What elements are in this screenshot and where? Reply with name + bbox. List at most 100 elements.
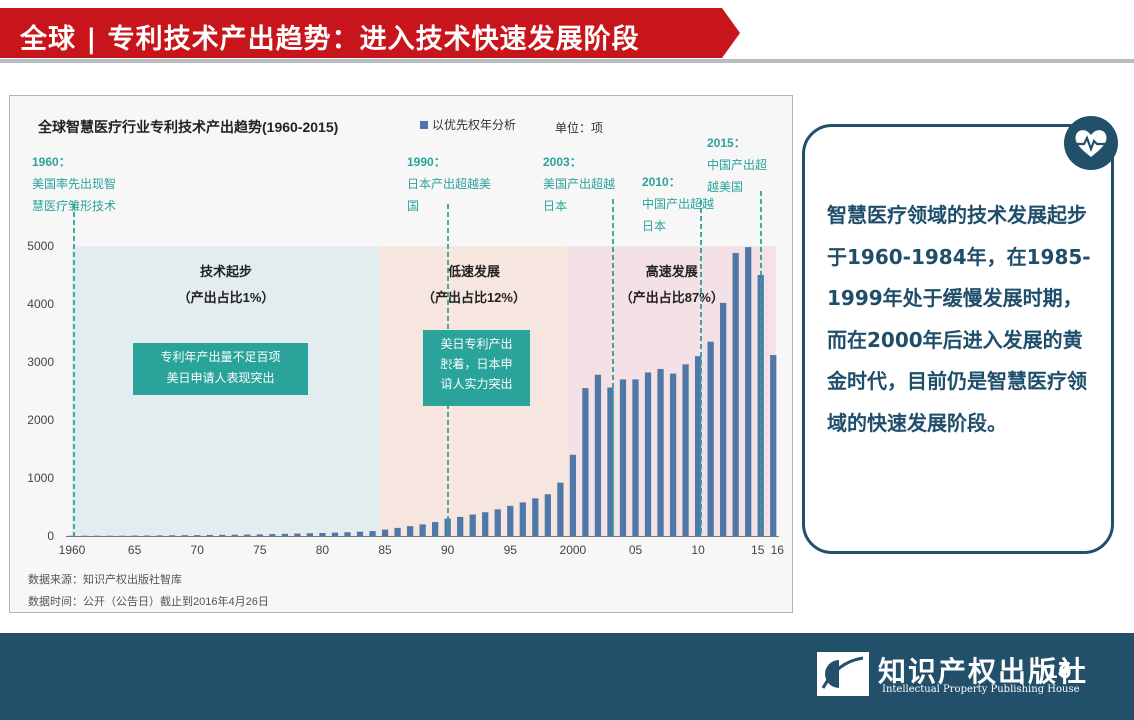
bar-1973 [231,534,238,536]
source-note: 数据来源：知识产权出版社智库 [28,572,182,586]
bar-1989 [432,522,439,536]
bar-1985 [381,529,389,536]
x-tick-label: 80 [316,543,330,557]
bar-2004 [619,379,627,536]
title-underline [0,59,1134,63]
bar-2006 [644,372,652,536]
milestone-year: 1990： [407,155,446,169]
bar-1997 [532,498,539,536]
milestone-text: 中国产出超越 [642,196,714,211]
y-tick-label: 5000 [27,239,54,253]
legend-swatch [420,121,428,129]
bar-2002 [594,374,602,536]
x-tick-label: 16 [771,543,785,557]
x-tick-label: 10 [691,543,705,557]
publisher-name-en: Intellectual Property Publishing House [882,684,1080,695]
bar-2007 [657,368,664,536]
bar-1979 [306,533,314,536]
milestone-year: 1960： [32,155,71,169]
legend-label: 以优先权年分析 [432,118,516,132]
x-tick-label: 70 [191,543,205,557]
bar-1991 [457,516,464,536]
info-box-text: 请人实力突出 [440,376,512,391]
stage-name: 技术起步 [200,264,252,279]
bar-1972 [219,534,226,536]
bar-2010 [694,356,702,536]
page-number: 10 [1045,661,1072,683]
info-box-text: 专利年产出量不足百项 [160,349,280,364]
x-tick-label: 75 [253,543,267,557]
bar-1995 [507,505,514,536]
bar-1967 [156,535,163,536]
bar-2000 [569,454,577,536]
milestone-text: 日本 [543,199,567,213]
bar-1994 [494,509,501,536]
summary-text: 智慧医疗领域的技术发展起步于1960-1984年，在1985-1999年处于缓慢… [827,203,1091,435]
bar-1987 [406,526,414,536]
page-title: 全球 | 专利技术产出趋势：进入技术快速发展阶段 [20,24,640,55]
bar-2008 [669,373,677,536]
bar-1998 [544,494,551,536]
bar-1993 [482,512,489,536]
bar-1975 [256,534,263,536]
x-tick-label: 95 [504,543,518,557]
bar-2005 [632,379,639,536]
bar-1992 [469,514,476,536]
y-tick-label: 3000 [27,355,54,369]
bar-1971 [206,534,213,536]
bar-1976 [269,534,276,536]
milestone-text: 美国率先出现智 [32,176,116,191]
bar-2015 [757,275,764,536]
bar-2012 [720,302,727,536]
bar-2013 [732,252,739,536]
milestone-year: 2003： [543,155,582,169]
y-tick-label: 0 [47,529,54,543]
stage-name: 高速发展 [646,264,699,279]
bar-1970 [194,535,201,536]
bar-1969 [181,535,188,536]
chart-frame: 0 1000 2000 3000 4000 5000 1960 65 70 75 80 85 90 95 2… [9,95,793,613]
milestone-text: 国 [407,199,419,213]
info-box-text: 美日专利产出 [440,336,512,351]
milestone-text: 日本 [642,219,666,233]
bar-1999 [557,482,564,536]
milestone-text: 日本产出超越美 [407,176,491,191]
y-tick-label: 4000 [27,297,54,311]
bar-1974 [244,534,251,536]
title-banner: 全球 | 专利技术产出趋势：进入技术快速发展阶段 [0,8,740,58]
bar-2011 [707,341,714,536]
milestone-text: 美国产出超越 [543,176,615,191]
y-tick-label: 1000 [27,471,54,485]
info-box [423,330,530,406]
patent-trend-chart: 0 1000 2000 3000 4000 5000 1960 65 70 75 80 85 90 95 2… [27,118,785,608]
bar-1983 [356,531,364,536]
x-tick-label: 85 [378,543,392,557]
bar-2003 [607,387,614,536]
publisher-logo-icon [817,652,869,696]
bar-1986 [394,527,401,536]
chart-title: 全球智慧医疗行业专利技术产出趋势(1960-2015) [37,119,338,135]
x-tick-label: 1960 [59,543,86,557]
stage-name: 低速发展 [447,264,501,279]
x-tick-label: 65 [128,543,142,557]
x-tick-label: 05 [629,543,643,557]
x-tick-label: 90 [441,543,455,557]
info-box-text: 胶着，日本申 [440,356,512,371]
stage-share: （产出占比1%） [178,290,275,305]
bar-1968 [169,535,176,536]
footer-bar [0,633,1134,720]
date-note: 数据时间：公开（公告日）截止到2016年4月26日 [28,594,269,608]
milestone-text: 越美国 [707,180,743,194]
bar-2014 [745,247,752,536]
info-box [133,343,308,395]
milestone-year: 2015： [707,136,746,150]
info-box-text: 美日申请人表现突出 [166,370,274,385]
milestone-text: 中国产出超 [707,157,767,172]
bar-1982 [344,532,351,536]
stage-share: （产出占比12%） [422,290,526,305]
stage-share: （产出占比87%） [620,290,724,305]
bar-2016 [770,355,777,536]
milestone-year: 2010： [642,175,681,189]
heart-pulse-icon [1064,116,1118,170]
bar-1980 [319,532,326,536]
